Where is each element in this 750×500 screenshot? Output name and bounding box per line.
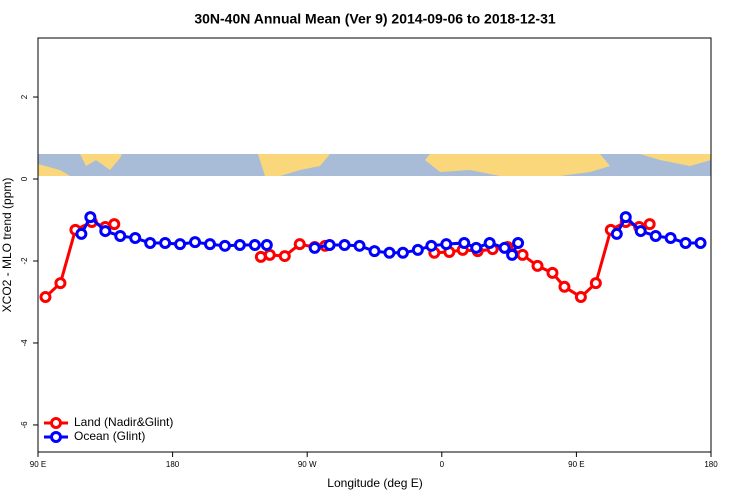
point bbox=[248, 239, 261, 251]
point bbox=[99, 225, 112, 238]
point bbox=[233, 239, 246, 251]
x-tick-label: 0 bbox=[440, 460, 445, 469]
x-tick-label: 180 bbox=[704, 460, 718, 469]
point bbox=[516, 248, 529, 261]
x-tick-label: 90 E bbox=[568, 460, 584, 469]
point bbox=[39, 291, 52, 304]
x-axis-label: Longitude (deg E) bbox=[327, 476, 422, 490]
point bbox=[679, 236, 692, 249]
point bbox=[531, 259, 544, 272]
point bbox=[338, 239, 351, 251]
point bbox=[54, 277, 67, 290]
point bbox=[574, 291, 587, 304]
point bbox=[546, 266, 559, 279]
point bbox=[189, 236, 202, 249]
point bbox=[263, 248, 276, 261]
point bbox=[506, 248, 519, 261]
point bbox=[512, 236, 525, 249]
x-tick-label: 180 bbox=[166, 460, 180, 469]
point bbox=[643, 218, 656, 231]
point bbox=[144, 236, 157, 249]
y-tick-label: -2 bbox=[20, 257, 29, 265]
point bbox=[440, 238, 453, 251]
plot-frame bbox=[37, 37, 712, 453]
y-tick-label: -4 bbox=[20, 339, 29, 347]
point bbox=[129, 232, 142, 245]
point bbox=[108, 218, 121, 231]
point bbox=[458, 236, 471, 249]
legend-marker bbox=[50, 417, 62, 429]
point bbox=[293, 238, 306, 251]
point bbox=[323, 239, 336, 251]
point bbox=[353, 239, 366, 252]
point bbox=[470, 241, 483, 254]
point bbox=[308, 241, 321, 254]
point bbox=[619, 211, 632, 224]
point bbox=[634, 225, 647, 238]
point bbox=[75, 227, 88, 240]
point bbox=[278, 250, 291, 263]
point bbox=[84, 211, 97, 224]
y-tick-label: 0 bbox=[20, 176, 29, 181]
y-tick-label: 2 bbox=[20, 94, 29, 99]
point bbox=[610, 227, 623, 240]
point bbox=[203, 238, 216, 251]
point bbox=[411, 243, 424, 256]
point bbox=[368, 245, 381, 258]
point bbox=[649, 229, 662, 242]
point bbox=[664, 232, 677, 245]
y-axis-label: XCO2 - MLO trend (ppm) bbox=[0, 178, 14, 313]
point bbox=[396, 246, 409, 259]
point bbox=[159, 236, 172, 249]
point bbox=[218, 239, 231, 252]
point bbox=[589, 277, 602, 290]
point bbox=[498, 241, 511, 254]
point bbox=[174, 238, 187, 251]
y-tick-label: -6 bbox=[20, 421, 29, 429]
point bbox=[114, 229, 127, 242]
legend-label: Land (Nadir&Glint) bbox=[74, 415, 173, 429]
x-tick-label: 90 W bbox=[298, 460, 317, 469]
legend-marker bbox=[50, 431, 62, 443]
map-strip bbox=[38, 154, 711, 176]
point bbox=[483, 236, 496, 249]
point bbox=[558, 280, 571, 293]
point bbox=[425, 239, 438, 252]
chart-title: 30N-40N Annual Mean (Ver 9) 2014-09-06 t… bbox=[194, 11, 556, 27]
point bbox=[260, 239, 273, 251]
x-tick-label: 90 E bbox=[30, 460, 46, 469]
legend-label: Ocean (Glint) bbox=[74, 429, 145, 443]
point bbox=[694, 236, 707, 249]
point bbox=[383, 246, 396, 259]
